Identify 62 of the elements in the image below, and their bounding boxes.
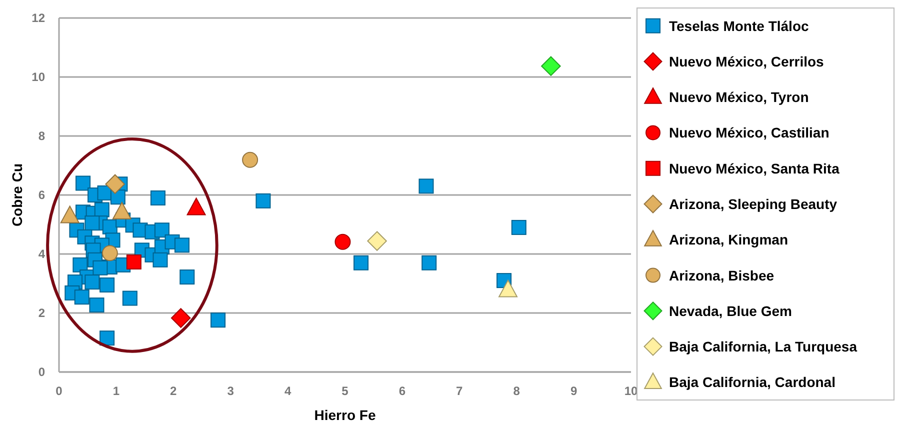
x-tick-label: 10 <box>624 384 638 398</box>
legend-label: Nuevo México, Cerrilos <box>669 53 824 70</box>
point <box>174 238 190 253</box>
point <box>89 298 104 313</box>
y-tick-label: 10 <box>32 70 46 84</box>
point <box>72 257 88 272</box>
point <box>92 260 108 276</box>
x-tick-label: 0 <box>56 384 63 398</box>
x-tick-label: 1 <box>112 384 120 398</box>
legend-label: Baja California, La Turquesa <box>669 338 858 355</box>
point <box>511 220 526 235</box>
legend-label: Baja California, Cardonal <box>669 374 836 390</box>
legend-label: Nuevo México, Castilian <box>669 124 830 141</box>
point <box>210 312 226 328</box>
point <box>150 190 166 206</box>
point <box>84 216 100 231</box>
legend-label: Arizona, Bisbee <box>669 267 774 284</box>
x-tick-label: 3 <box>227 384 234 398</box>
point <box>418 178 434 194</box>
point <box>541 56 561 76</box>
legend-label: Nuevo México, Santa Rita <box>669 160 840 176</box>
point <box>334 234 351 250</box>
x-tick-label: 7 <box>456 384 464 398</box>
point <box>242 152 258 168</box>
point <box>60 206 80 224</box>
point <box>76 176 91 191</box>
x-tick-label: 4 <box>284 384 292 398</box>
point <box>122 290 138 306</box>
y-tick-label: 6 <box>38 188 46 202</box>
point <box>152 252 168 268</box>
x-tick-label: 5 <box>342 384 349 398</box>
x-axis-title: Hierro Fe <box>314 407 376 423</box>
legend-label: Nuevo México, Tyron <box>669 89 809 106</box>
point <box>256 193 271 208</box>
point <box>74 290 90 305</box>
x-tick-label: 2 <box>170 384 178 398</box>
y-tick-label: 0 <box>38 365 46 379</box>
x-tick-label: 6 <box>398 384 406 398</box>
x-tick-label: 8 <box>513 384 520 398</box>
y-tick-label: 8 <box>38 129 46 143</box>
point <box>105 174 125 194</box>
point <box>180 270 195 285</box>
point <box>170 308 191 328</box>
point <box>100 330 115 346</box>
point <box>186 198 206 216</box>
point <box>84 274 100 290</box>
legend-label: Teselas Monte Tláloc <box>669 18 809 34</box>
legend-label: Arizona, Kingman <box>669 232 788 248</box>
x-tick-label: 9 <box>570 384 578 398</box>
legend-label: Arizona, Sleeping Beauty <box>669 196 838 212</box>
y-tick-label: 2 <box>38 306 46 320</box>
point <box>126 254 142 270</box>
y-axis-title: Cobre Cu <box>9 164 25 226</box>
point <box>154 222 170 238</box>
point <box>422 255 437 270</box>
point <box>100 277 115 292</box>
legend-label: Nevada, Blue Gem <box>669 302 792 319</box>
point <box>354 255 369 270</box>
point <box>102 245 118 262</box>
y-tick-label: 4 <box>38 247 46 261</box>
y-tick-label: 12 <box>32 11 46 25</box>
point <box>367 231 387 251</box>
